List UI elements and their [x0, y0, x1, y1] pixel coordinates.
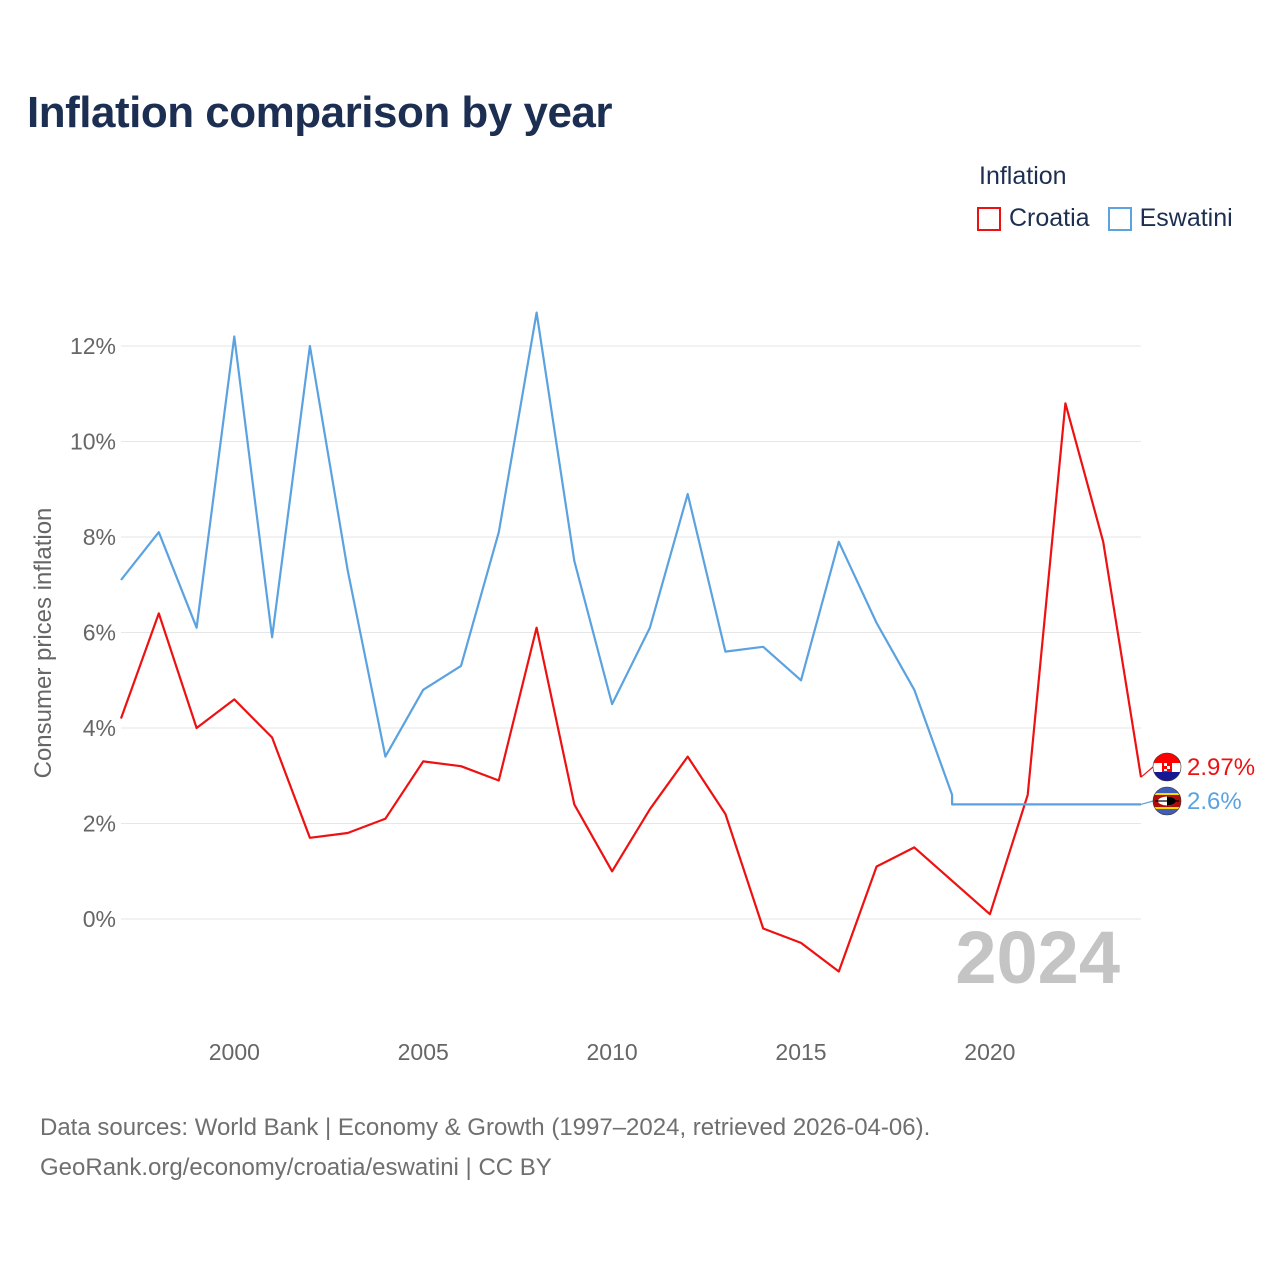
legend-label-eswatini: Eswatini — [1139, 204, 1233, 232]
data-point-eswatini — [345, 568, 350, 573]
data-point-croatia — [232, 697, 237, 702]
line-chart: 0% 2% 4% 6% 8% 10% 12% 2000 2005 2010 2015 2020 202… — [30, 310, 1255, 1065]
data-point-eswatini — [950, 802, 955, 807]
chart-title: Inflation comparison by year — [27, 88, 613, 137]
data-point-croatia — [912, 845, 917, 850]
data-point-eswatini — [950, 792, 955, 797]
data-point-eswatini — [799, 678, 804, 683]
y-tick-label: 8% — [83, 524, 116, 550]
footer: Data sources: World Bank | Economy & Gro… — [40, 1108, 930, 1188]
data-point-croatia — [647, 807, 652, 812]
data-point-eswatini — [307, 344, 312, 349]
data-point-croatia — [1101, 539, 1106, 544]
data-point-eswatini — [836, 539, 841, 544]
data-point-eswatini — [496, 530, 501, 535]
data-point-croatia — [874, 864, 879, 869]
data-point-croatia — [194, 726, 199, 731]
legend-item-eswatini[interactable]: Eswatini — [1107, 204, 1233, 233]
data-point-croatia — [685, 754, 690, 759]
data-point-eswatini — [119, 577, 124, 582]
data-point-eswatini — [232, 334, 237, 339]
data-point-croatia — [610, 869, 615, 874]
data-point-croatia — [761, 926, 766, 931]
end-label-eswatini: 2.6% — [1187, 788, 1242, 815]
data-point-croatia — [836, 969, 841, 974]
x-tick-label: 2015 — [775, 1039, 826, 1065]
data-point-eswatini — [874, 620, 879, 625]
data-point-eswatini — [459, 663, 464, 668]
legend-label-croatia: Croatia — [1009, 204, 1090, 232]
data-point-croatia — [534, 625, 539, 630]
data-point-eswatini — [194, 625, 199, 630]
data-point-eswatini — [647, 625, 652, 630]
data-point-croatia — [421, 759, 426, 764]
y-tick-label: 10% — [70, 429, 116, 455]
data-point-eswatini — [270, 635, 275, 640]
legend: Croatia Eswatini — [977, 204, 1251, 233]
year-watermark: 2024 — [955, 916, 1120, 999]
legend-swatch-croatia — [977, 206, 1001, 231]
data-point-croatia — [496, 778, 501, 783]
flag-icon-croatia — [1152, 752, 1182, 782]
x-tick-label: 2000 — [209, 1039, 260, 1065]
y-axis-label: Consumer prices inflation — [30, 508, 57, 779]
footer-attribution[interactable]: GeoRank.org/economy/croatia/eswatini | C… — [40, 1154, 552, 1181]
data-point-eswatini — [572, 558, 577, 563]
end-label-connector — [1140, 800, 1154, 805]
data-point-croatia — [459, 764, 464, 769]
y-tick-label: 0% — [83, 906, 116, 932]
data-point-croatia — [950, 878, 955, 883]
x-tick-label: 2020 — [964, 1039, 1015, 1065]
data-point-croatia — [270, 735, 275, 740]
data-point-croatia — [345, 831, 350, 836]
data-point-croatia — [799, 940, 804, 945]
legend-swatch-eswatini — [1107, 206, 1132, 231]
flag-icon-eswatini — [1152, 786, 1182, 816]
data-point-croatia — [572, 802, 577, 807]
legend-item-croatia[interactable]: Croatia — [977, 204, 1090, 233]
data-point-croatia — [1025, 792, 1030, 797]
series-line-eswatini[interactable] — [120, 311, 1141, 806]
data-point-eswatini — [610, 702, 615, 707]
data-point-eswatini — [685, 492, 690, 497]
data-point-eswatini — [421, 687, 426, 692]
data-point-croatia — [723, 811, 728, 816]
end-label-croatia: 2.97% — [1187, 754, 1255, 781]
data-point-croatia — [156, 611, 161, 616]
data-point-croatia — [383, 816, 388, 821]
data-point-croatia — [307, 835, 312, 840]
data-point-croatia — [1063, 401, 1068, 406]
data-point-eswatini — [723, 649, 728, 654]
y-tick-label: 2% — [83, 811, 116, 837]
end-label-connector — [1140, 766, 1154, 778]
x-tick-label: 2005 — [398, 1039, 449, 1065]
y-tick-label: 6% — [83, 620, 116, 646]
data-point-eswatini — [912, 687, 917, 692]
legend-title: Inflation — [979, 162, 1067, 190]
data-point-eswatini — [156, 530, 161, 535]
footer-sources: Data sources: World Bank | Economy & Gro… — [40, 1114, 931, 1141]
data-point-eswatini — [761, 644, 766, 649]
series-line-croatia[interactable] — [119, 402, 1143, 973]
x-tick-label: 2010 — [587, 1039, 638, 1065]
y-tick-label: 4% — [83, 715, 116, 741]
data-point-eswatini — [534, 310, 539, 315]
data-point-croatia — [987, 912, 992, 917]
y-tick-label: 12% — [70, 333, 116, 359]
data-point-croatia — [119, 716, 124, 721]
data-point-eswatini — [383, 754, 388, 759]
